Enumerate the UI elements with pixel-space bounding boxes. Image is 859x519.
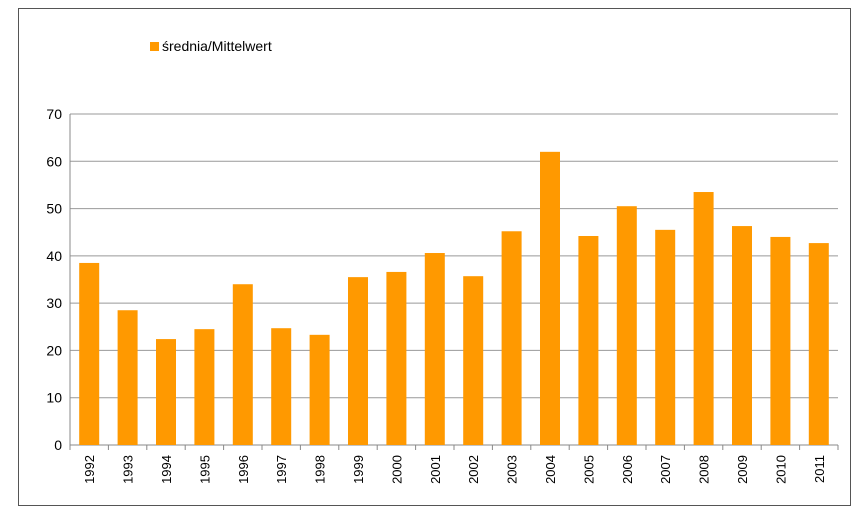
x-tick-label: 2008 [697, 455, 712, 484]
bar [808, 243, 829, 445]
bar [578, 235, 599, 445]
bar [271, 328, 292, 445]
y-tick-label: 0 [54, 437, 62, 453]
x-tick-label: 1999 [351, 455, 366, 484]
y-tick-label: 40 [46, 248, 62, 264]
y-tick-label: 50 [46, 201, 62, 217]
bar [655, 229, 676, 445]
y-tick-label: 60 [46, 153, 62, 169]
x-tick-label: 2004 [543, 455, 558, 484]
x-tick-label: 1994 [159, 455, 174, 484]
bar [424, 253, 445, 445]
x-tick-label: 1992 [82, 455, 97, 484]
legend-swatch [150, 42, 159, 51]
x-tick-label: 2001 [428, 455, 443, 484]
x-tick-label: 1995 [197, 455, 212, 484]
bar [194, 329, 215, 445]
x-tick-label: 2002 [466, 455, 481, 484]
bar [501, 231, 522, 445]
bar [463, 276, 484, 445]
y-tick-label: 70 [46, 106, 62, 122]
x-tick-label: 1996 [236, 455, 251, 484]
bar [693, 192, 714, 445]
bar [616, 206, 637, 445]
y-tick-label: 20 [46, 342, 62, 358]
x-tick-label: 2003 [505, 455, 520, 484]
x-tick-label: 1993 [121, 455, 136, 484]
bar [309, 334, 330, 445]
bar [232, 284, 253, 445]
bar [386, 271, 407, 445]
y-tick-label: 10 [46, 390, 62, 406]
x-tick-label: 2009 [735, 455, 750, 484]
x-tick-label: 2006 [620, 455, 635, 484]
bar [117, 310, 138, 445]
x-tick-label: 1998 [313, 455, 328, 484]
bar [348, 277, 368, 445]
x-tick-label: 2010 [773, 455, 788, 484]
x-tick-label: 2011 [812, 455, 827, 483]
bar [540, 151, 560, 446]
x-tick-label: 2005 [581, 455, 596, 484]
bar [156, 339, 176, 445]
y-tick-label: 30 [46, 295, 62, 311]
x-tick-label: 2007 [658, 455, 673, 484]
legend-label: średnia/Mittelwert [162, 38, 272, 54]
x-tick-label: 1997 [274, 455, 289, 484]
bar [79, 262, 100, 445]
x-tick-label: 2000 [389, 455, 404, 484]
bar [770, 236, 791, 445]
bar [732, 226, 752, 445]
